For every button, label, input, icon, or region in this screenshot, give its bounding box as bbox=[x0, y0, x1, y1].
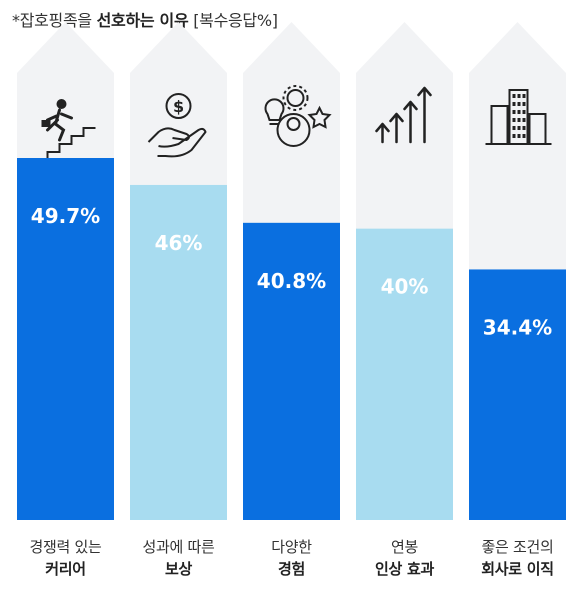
up-arrow bbox=[403, 100, 418, 144]
company-buildings-icon bbox=[485, 89, 552, 145]
person-frame bbox=[276, 113, 311, 147]
window bbox=[517, 102, 521, 106]
bar bbox=[17, 158, 114, 520]
window bbox=[517, 94, 521, 98]
bar-value-label: 40.8% bbox=[257, 269, 326, 293]
window bbox=[522, 110, 526, 114]
bar-value-label: 40% bbox=[381, 275, 429, 299]
open-hand bbox=[147, 127, 207, 158]
coin bbox=[165, 93, 192, 119]
bar bbox=[130, 184, 227, 520]
category-label-line1: 좋은 조건의 bbox=[481, 538, 554, 556]
star bbox=[307, 105, 332, 129]
bar-value-label: 46% bbox=[155, 231, 203, 255]
gear bbox=[286, 89, 305, 107]
window bbox=[522, 102, 526, 106]
category-label-line2: 경험 bbox=[277, 560, 305, 578]
category-label-line2: 회사로 이직 bbox=[481, 560, 554, 578]
bar bbox=[356, 228, 453, 520]
career-stairs-icon bbox=[35, 99, 96, 161]
window bbox=[517, 110, 521, 114]
window bbox=[512, 126, 516, 130]
category-label-line1: 성과에 따른 bbox=[142, 538, 215, 556]
dollar-sign: $ bbox=[173, 97, 184, 116]
window bbox=[522, 134, 526, 138]
window bbox=[512, 134, 516, 138]
window bbox=[512, 102, 516, 106]
up-arrow bbox=[389, 112, 404, 144]
chart-title: *잡호핑족을 선호하는 이유 [복수응답%] bbox=[12, 7, 278, 31]
window bbox=[517, 134, 521, 138]
title-suffix: [복수응답%] bbox=[193, 11, 278, 30]
window bbox=[522, 126, 526, 130]
window bbox=[517, 118, 521, 122]
window bbox=[512, 110, 516, 114]
category-label-line1: 연봉 bbox=[390, 538, 418, 556]
title-prefix: *잡호핑족을 bbox=[12, 11, 92, 30]
person-head bbox=[286, 117, 301, 131]
bar-value-label: 49.7% bbox=[31, 204, 100, 228]
window bbox=[517, 126, 521, 130]
window bbox=[522, 94, 526, 98]
title-bold: 선호하는 이유 bbox=[96, 11, 189, 30]
money-hand-icon: $ bbox=[147, 93, 207, 158]
bar bbox=[243, 222, 340, 520]
bar-value-label: 34.4% bbox=[483, 315, 552, 339]
gear-teeth bbox=[282, 85, 309, 111]
category-label-line2: 커리어 bbox=[45, 560, 86, 578]
person-head bbox=[56, 99, 67, 109]
category-label-line1: 다양한 bbox=[271, 538, 312, 556]
category-label-line2: 인상 효과 bbox=[375, 560, 434, 578]
stairs-line bbox=[35, 127, 96, 161]
experience-icon bbox=[264, 85, 332, 147]
bar bbox=[469, 269, 566, 520]
up-arrow bbox=[375, 122, 390, 144]
category-label-line2: 보상 bbox=[164, 560, 192, 578]
up-arrow bbox=[417, 86, 432, 144]
salary-arrows-icon bbox=[375, 86, 432, 144]
person-body bbox=[46, 108, 73, 142]
category-label-line1: 경쟁력 있는 bbox=[29, 538, 102, 556]
window bbox=[512, 118, 516, 122]
window bbox=[522, 118, 526, 122]
window bbox=[512, 94, 516, 98]
briefcase bbox=[41, 120, 51, 127]
